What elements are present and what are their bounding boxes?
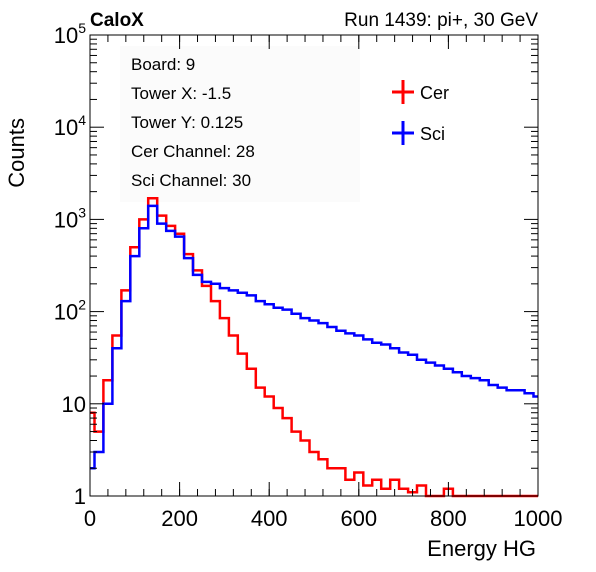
x-axis-title: Energy HG	[427, 536, 536, 561]
legend: Cer Sci	[392, 80, 449, 145]
info-cer-channel: Cer Channel: 28	[131, 142, 255, 161]
y-axis-title: Counts	[4, 118, 29, 188]
ticks-layer: 0 200 400 600 800 1000 1 10 102 103 104 105	[54, 20, 563, 531]
info-box: Board: 9 Tower X: -1.5 Tower Y: 0.125 Ce…	[120, 46, 360, 202]
legend-sci-label: Sci	[420, 124, 445, 144]
y-tick-label: 1	[74, 484, 86, 509]
info-box-background	[120, 46, 360, 202]
info-sci-channel: Sci Channel: 30	[131, 171, 251, 190]
x-tick-label: 600	[340, 506, 377, 531]
x-tick-label: 400	[251, 506, 288, 531]
y-tick-label: 102	[54, 297, 86, 325]
info-tower-x: Tower X: -1.5	[131, 84, 231, 103]
info-board: Board: 9	[131, 55, 195, 74]
series-sci-line	[90, 204, 538, 470]
y-tick-label: 103	[54, 204, 86, 232]
header-left-label: CaloX	[90, 10, 144, 31]
legend-cer-label: Cer	[420, 83, 449, 103]
info-tower-y: Tower Y: 0.125	[131, 113, 243, 132]
x-tick-label: 800	[430, 506, 467, 531]
x-tick-label: 200	[161, 506, 198, 531]
y-tick-label: 104	[54, 112, 86, 140]
header-right-label: Run 1439: pi+, 30 GeV	[344, 10, 538, 31]
x-tick-label: 0	[84, 506, 96, 531]
legend-entry-sci: Sci	[392, 121, 445, 145]
y-tick-label: 105	[54, 20, 86, 48]
legend-entry-cer: Cer	[392, 80, 449, 104]
y-tick-label: 10	[62, 392, 86, 417]
x-tick-label: 1000	[514, 506, 563, 531]
plot-frame	[89, 34, 539, 497]
